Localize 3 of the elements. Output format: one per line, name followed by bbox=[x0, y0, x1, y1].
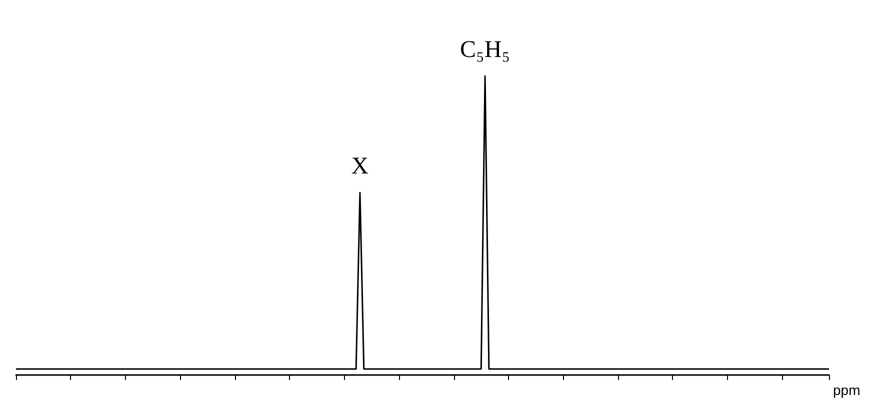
annotation: C₅H₅ bbox=[460, 37, 510, 63]
annotation: X bbox=[351, 154, 369, 180]
x-axis-title: ppm bbox=[833, 382, 860, 398]
